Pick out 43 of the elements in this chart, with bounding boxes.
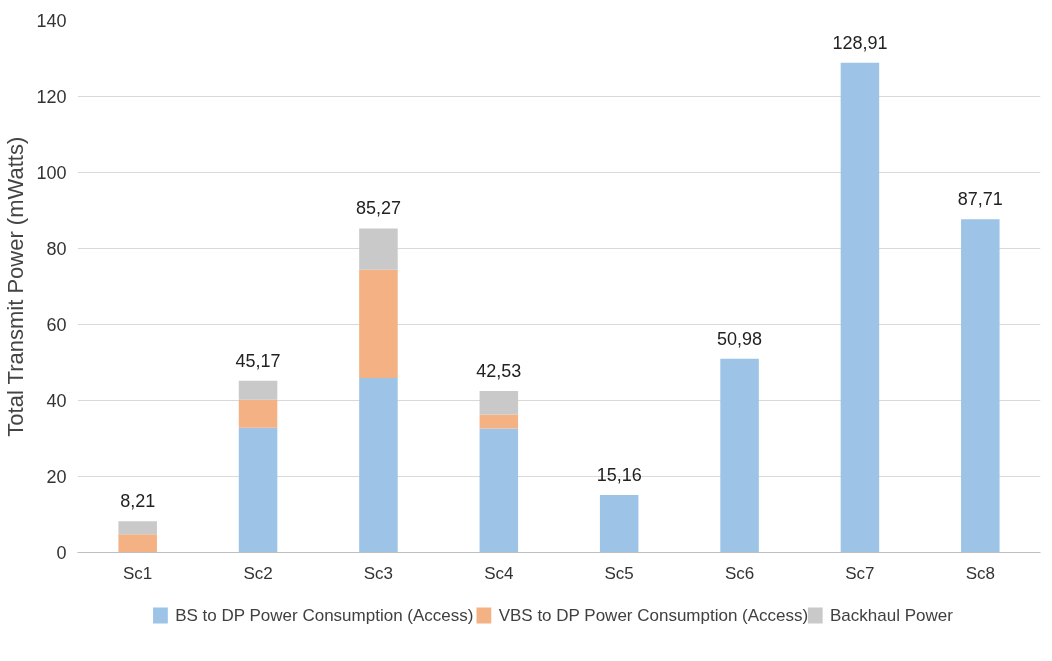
total-label: 128,91 (832, 32, 888, 53)
y-tick-label: 20 (46, 467, 67, 487)
total-label: 85,27 (355, 198, 401, 219)
x-tick-label: Sc1 (123, 563, 153, 583)
bar (479, 390, 519, 415)
bar (118, 521, 157, 535)
bar (840, 62, 880, 553)
bar (359, 228, 398, 270)
x-tick-label: Sc7 (845, 563, 875, 583)
legend-label: BS to DP Power Consumption (Access) (175, 606, 474, 625)
x-tick-label: Sc3 (363, 563, 394, 583)
y-tick-label: 120 (36, 87, 67, 107)
bar (238, 380, 278, 400)
y-tick-label: 60 (46, 315, 67, 335)
total-label: 42,53 (476, 360, 522, 381)
bar (599, 494, 639, 553)
bar (118, 534, 157, 553)
x-tick-label: Sc4 (484, 563, 514, 583)
bar (359, 269, 398, 379)
total-label: 45,17 (235, 350, 281, 371)
bar (238, 399, 278, 428)
total-label: 8,21 (120, 491, 156, 512)
legend-label: VBS to DP Power Consumption (Access) (498, 606, 809, 625)
total-label: 87,71 (957, 189, 1003, 210)
legend-label: Backhaul Power (830, 606, 954, 625)
y-tick-label: 80 (46, 239, 67, 259)
bar (479, 414, 519, 429)
y-tick-label: 0 (56, 543, 67, 563)
x-tick-label: Sc6 (724, 563, 755, 583)
y-tick-label: 100 (36, 163, 67, 183)
x-tick-label: Sc2 (243, 563, 273, 583)
bar (720, 358, 759, 553)
bar (961, 219, 1000, 553)
x-tick-label: Sc5 (604, 563, 634, 583)
bar (479, 428, 519, 553)
y-tick-label: 40 (46, 391, 67, 411)
bar (238, 427, 278, 553)
bar (359, 378, 398, 553)
y-axis-title: Total Transmit Power (mWatts) (3, 136, 29, 437)
total-label: 50,98 (717, 328, 763, 349)
total-label: 15,16 (596, 464, 642, 485)
x-tick-label: Sc8 (965, 563, 995, 583)
y-tick-label: 140 (36, 11, 67, 31)
